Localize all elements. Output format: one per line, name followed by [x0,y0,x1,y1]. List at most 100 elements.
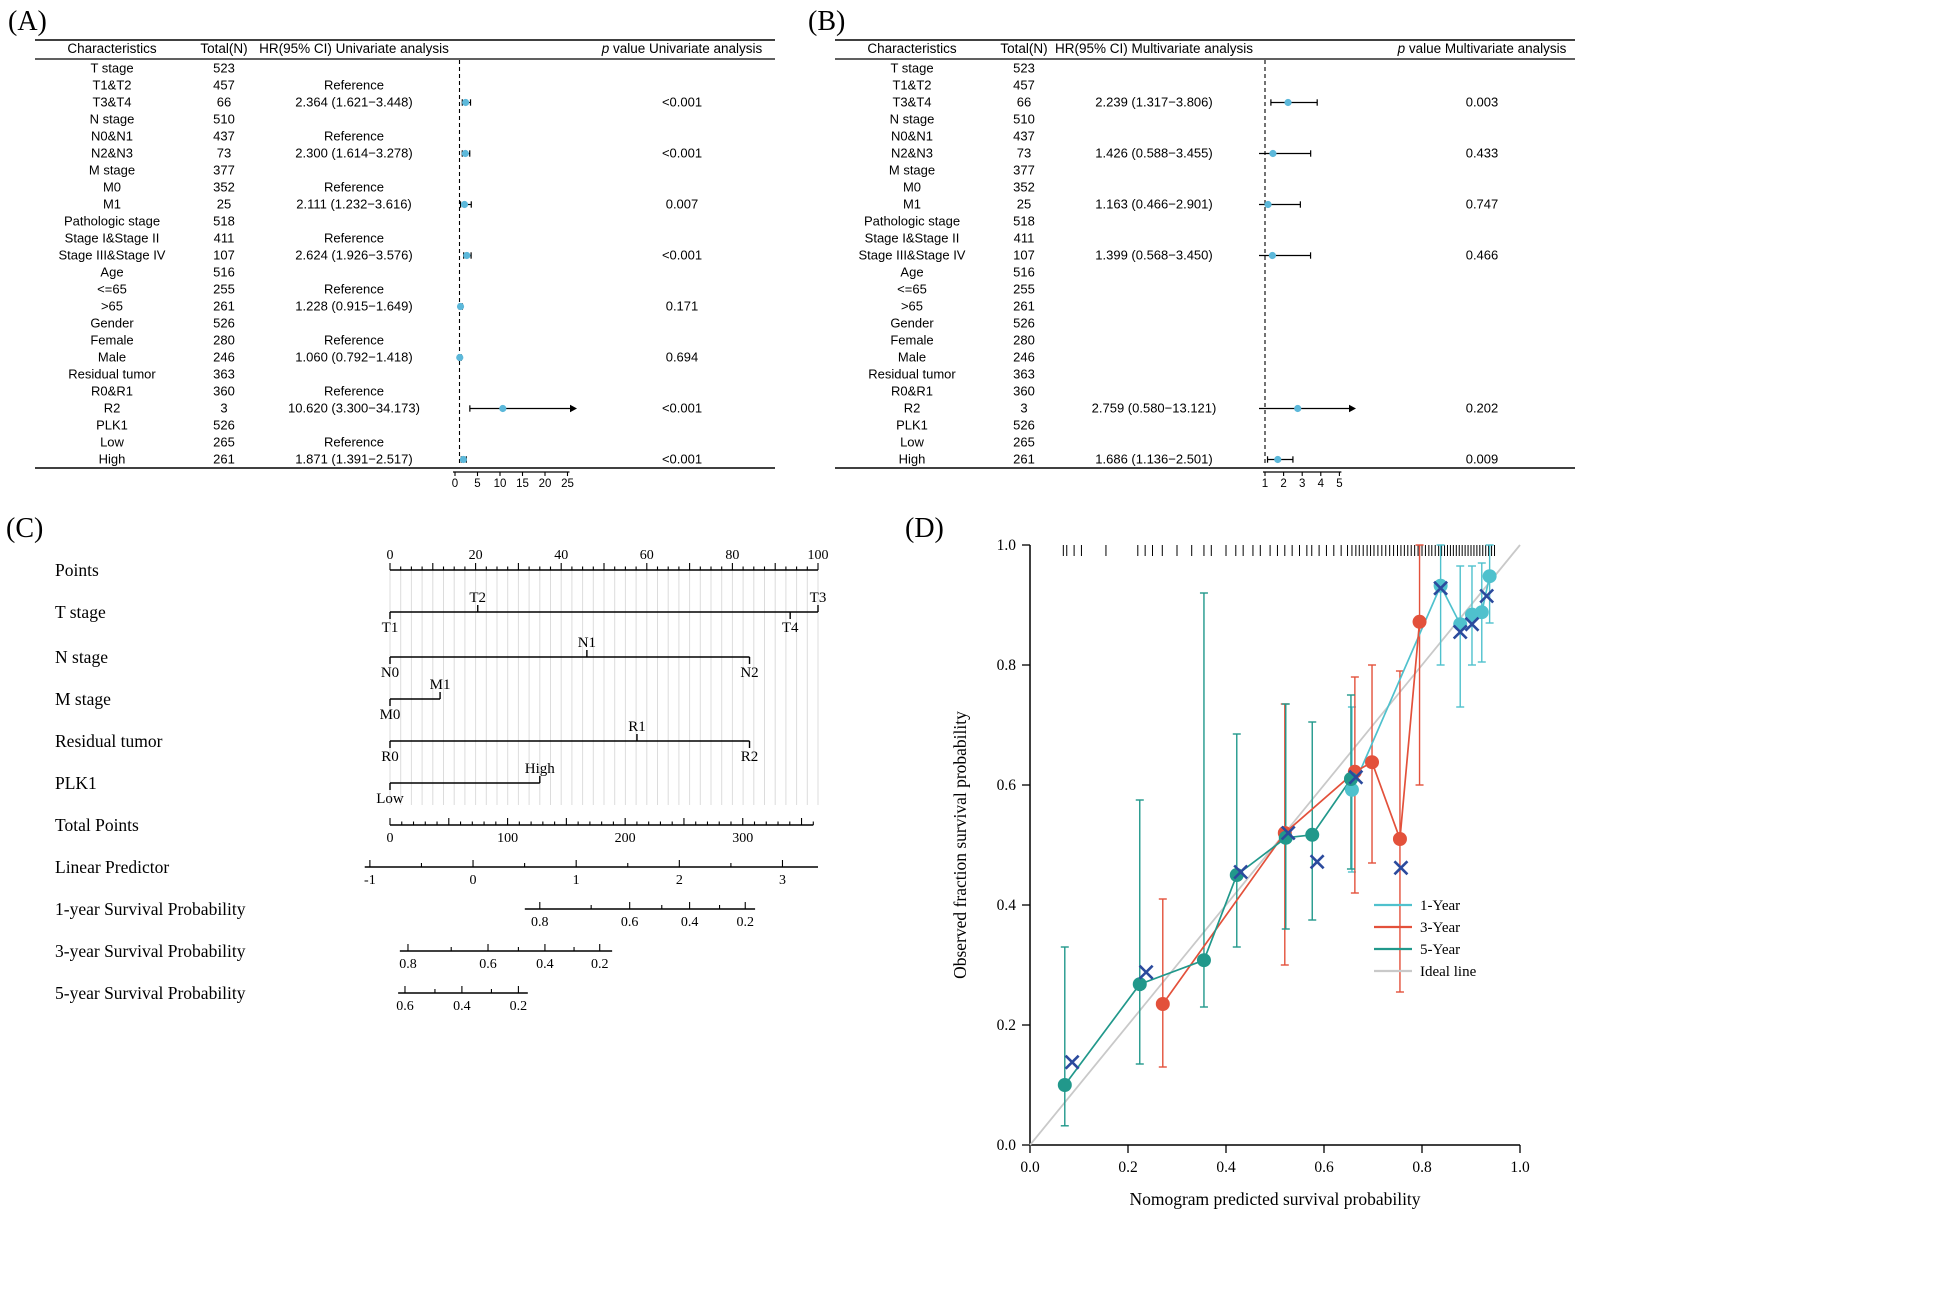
scale-tick-label: 3 [779,873,786,888]
row-hr-ci: 10.620 (3.300−34.173) [288,401,420,416]
row-total: 411 [1014,231,1035,246]
scale-tick-label: 100 [808,548,829,563]
ci-arrow-head [1349,404,1356,413]
col-header-hr: HR(95% CI) Multivariate analysis [1055,41,1253,56]
row-total: 25 [1017,197,1031,212]
x-tick-label: 0.8 [1412,1159,1432,1176]
row-total: 360 [1013,384,1035,399]
row-total: 25 [217,197,231,212]
y-axis-title: Observed fraction survival probability [950,711,970,979]
row-characteristic: N2&N3 [891,146,933,161]
y-tick-label: 0.0 [997,1137,1017,1154]
series-point-5-year [1196,953,1211,968]
x-tick-label: 0.0 [1020,1159,1040,1176]
row-pvalue: <0.001 [662,95,702,110]
row-total: 107 [213,248,235,263]
panel-label-c: (C) [6,513,44,544]
row-hr-ci: Reference [324,435,384,450]
legend-label: 1-Year [1420,898,1460,914]
y-tick-label: 0.6 [997,777,1017,794]
hr-axis-tick-label: 1 [1262,478,1268,490]
row-total: 265 [1013,435,1035,450]
scale-label: M stage [55,689,111,709]
scale-label: T stage [55,602,106,622]
row-total: 66 [1017,95,1031,110]
row-characteristic: N2&N3 [91,146,133,161]
legend-label: 3-Year [1420,920,1460,936]
scale-tick-label: 20 [469,548,483,563]
calibration-chart: 0.0 0.2 0.4 0.6 0.8 1.0 0.0 0.2 0.4 0.6 0.8 1.0 Nomo… [950,537,1530,1209]
row-characteristic: M stage [89,163,135,178]
row-characteristic: M0 [903,180,921,195]
series-point-3-year [1365,755,1380,770]
row-pvalue: <0.001 [662,146,702,161]
category-label: N1 [578,635,596,651]
hr-point [459,455,468,464]
row-total: 526 [213,418,235,433]
row-hr-ci: 2.759 (0.580−13.121) [1092,401,1217,416]
row-characteristic: High [899,452,926,467]
bias-corrected-cross [1464,616,1480,632]
scale-label: PLK1 [55,773,97,793]
row-total: 523 [1013,61,1035,76]
panel-label-d: (D) [905,513,944,544]
row-total: 518 [213,214,235,229]
row-characteristic: Stage III&Stage IV [859,248,966,263]
hr-point [1264,200,1272,209]
row-characteristic: M1 [903,197,921,212]
category-label: T1 [382,620,399,636]
series-point-1-year [1344,782,1359,797]
row-characteristic: PLK1 [896,418,928,433]
row-total: 526 [1013,316,1035,331]
scale-tick-label: 0.6 [396,999,414,1014]
series-point-5-year [1305,827,1320,842]
panel-univariate-forest: (A) Characteristics Total(N) HR(95% CI) Un… [0,0,790,500]
scale-tick-label: 0.4 [681,915,699,930]
col-header-total: Total(N) [1000,41,1047,56]
scale-tick-label: 0.2 [591,957,609,972]
row-characteristic: Gender [90,316,134,331]
row-total: 352 [1013,180,1035,195]
series-point-5-year [1132,977,1147,992]
y-tick-label: 0.4 [997,897,1017,914]
y-tick-label: 0.2 [997,1017,1016,1034]
col-header-pvalue: p value Univariate analysis [601,41,763,56]
hr-point [460,200,469,209]
row-hr-ci: 2.239 (1.317−3.806) [1095,95,1212,110]
bias-corrected-cross [1393,860,1409,876]
row-hr-ci: 1.871 (1.391−2.517) [295,452,412,467]
bias-corrected-cross [1309,854,1325,870]
hr-axis-tick-label: 5 [474,478,480,490]
legend-label-ideal: Ideal line [1420,964,1477,980]
scale-tick-label: 0.2 [736,915,754,930]
scale-label: 3-year Survival Probability [55,941,246,961]
series-point-3-year [1412,614,1427,629]
row-characteristic: >65 [101,299,123,314]
row-hr-ci: Reference [324,180,384,195]
univariate-forest-plot: Characteristics Total(N) HR(95% CI) Univar… [35,39,775,490]
row-pvalue: 0.171 [666,299,699,314]
scale-tick-label: 0.2 [510,999,528,1014]
category-label: M1 [430,677,451,693]
col-header-characteristics: Characteristics [67,41,157,56]
scale-label: Points [55,560,99,580]
row-total: 516 [213,265,235,280]
row-characteristic: T stage [890,61,933,76]
row-characteristic: Age [900,265,923,280]
row-total: 73 [1017,146,1031,161]
hr-point [461,149,469,158]
row-hr-ci: 2.300 (1.614−3.278) [295,146,412,161]
panel-label-b: (B) [808,6,846,37]
scale-label: 1-year Survival Probability [55,899,246,919]
scale-tick-label: 40 [554,548,568,563]
panel-multivariate-forest: (B) Characteristics Total(N) HR(95% CI) Mu… [800,0,1590,500]
scale-tick-label: 0.8 [399,957,417,972]
hr-axis-tick-label: 25 [561,478,574,490]
row-characteristic: Gender [890,316,934,331]
row-hr-ci: 2.624 (1.926−3.576) [295,248,412,263]
scale-tick-label: 0.6 [479,957,497,972]
hr-point [1284,98,1292,107]
scale-tick-label: 300 [732,831,753,846]
y-tick-label: 1.0 [997,537,1017,554]
scale-tick-label: 1 [573,873,580,888]
